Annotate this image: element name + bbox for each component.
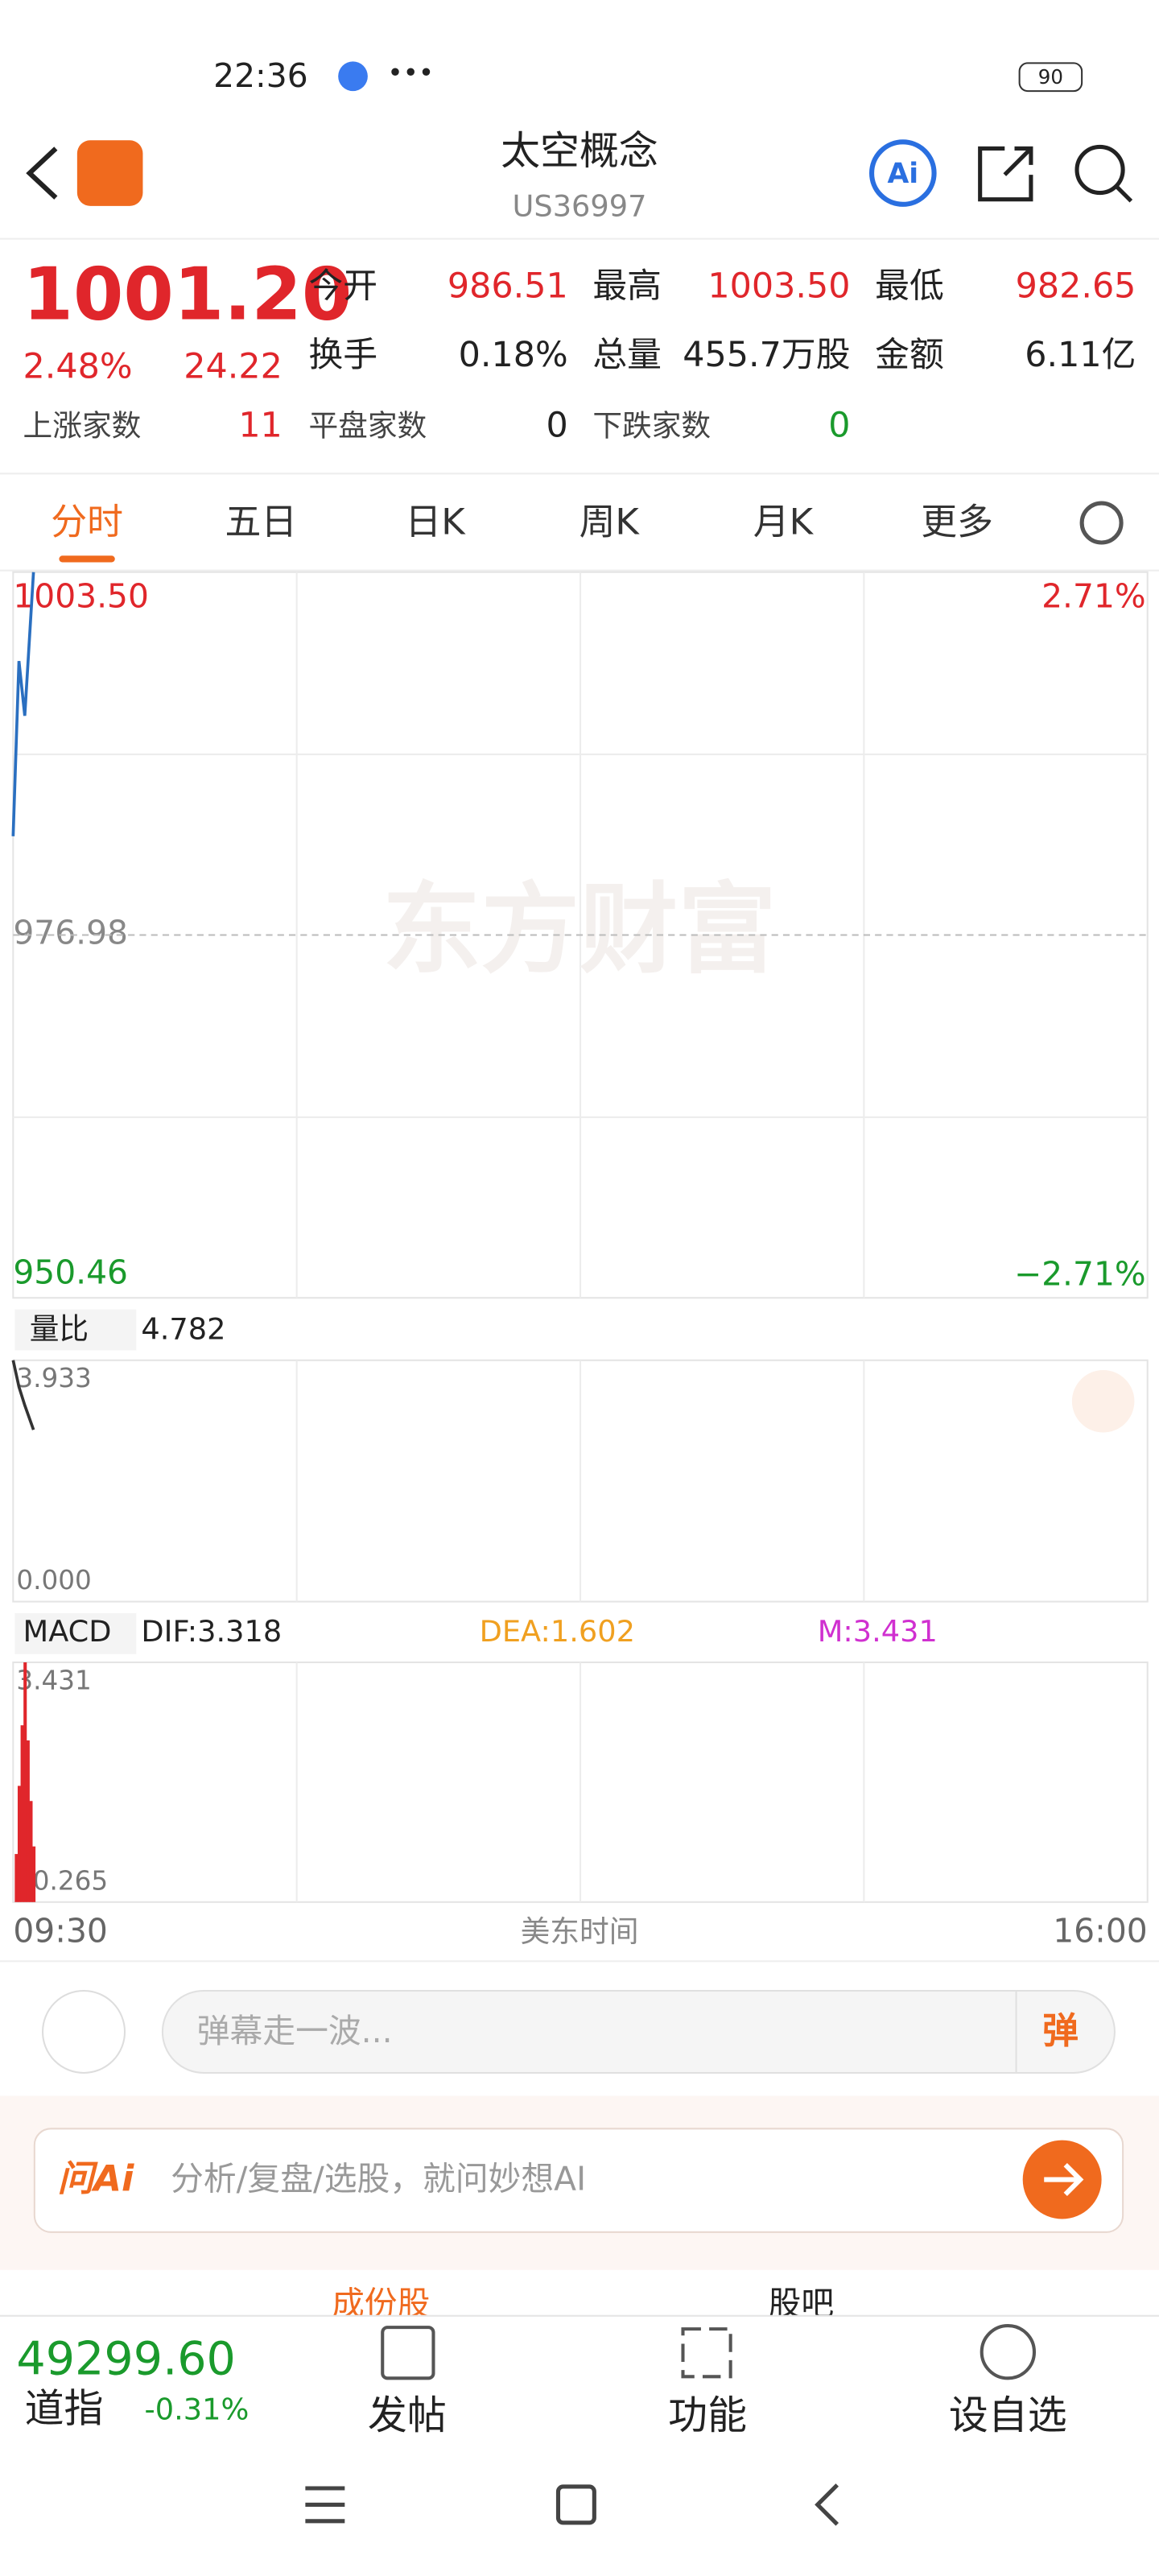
change: 24.22 [184, 346, 283, 386]
ai-input[interactable] [33, 2128, 1124, 2233]
y-tick-label: 3.431 [16, 1666, 91, 1696]
battery-level: 90 [1038, 65, 1063, 89]
arrow [1044, 2163, 1084, 2197]
app-logo [76, 140, 143, 206]
expand-button[interactable] [1071, 1369, 1135, 1433]
tab[interactable]: 更多 [921, 501, 993, 543]
stat-label: 上涨家数 [23, 409, 142, 444]
macd-dea: DEA:1.602 [480, 1614, 635, 1649]
stat-value: 0.18% [459, 335, 568, 375]
system-nav [0, 2440, 1159, 2576]
macd-bar [26, 1740, 30, 1902]
ai-button[interactable] [869, 139, 937, 207]
danmu-placeholder: 弹幕走一波... [197, 2012, 393, 2050]
nav-icon [980, 2324, 1037, 2380]
tab-indicator [59, 555, 115, 563]
header-title: 太空概念 [501, 128, 658, 174]
home-button[interactable] [555, 2484, 596, 2525]
share-button[interactable] [978, 146, 1033, 202]
footer [0, 2315, 1159, 2441]
icon [338, 61, 368, 92]
macd-bar [32, 1846, 36, 1902]
danmu-input[interactable] [161, 1989, 1116, 2074]
tab[interactable]: 周K [580, 501, 641, 543]
stat-value: 11 [238, 406, 283, 446]
y-tick-label: 976.98 [13, 913, 128, 952]
stat-label: 金额 [875, 335, 944, 375]
search-handle [1115, 184, 1133, 203]
macd-bar [23, 1662, 27, 1902]
tab[interactable]: 日K [405, 501, 466, 543]
stat-label: 总量 [592, 335, 662, 375]
menu-button[interactable] [305, 2486, 345, 2524]
y-tick-label: 0.000 [16, 1565, 91, 1596]
macd-label: MACD [23, 1614, 112, 1649]
stat-label: 最高 [592, 266, 662, 306]
index-change: -0.31% [144, 2392, 249, 2427]
macd-dif: DIF:3.318 [141, 1614, 282, 1649]
nav-icon [381, 2326, 435, 2380]
macd-bar [14, 1854, 19, 1902]
index-name: 道指 [25, 2386, 104, 2432]
ai-logo: 问Ai [57, 2157, 134, 2200]
stat-value: 455.7万股 [683, 335, 850, 375]
danmu-list-button[interactable] [42, 1989, 126, 2074]
stat-label: 今开 [308, 266, 377, 306]
volume-value: 4.782 [141, 1312, 225, 1347]
watermark: 东方财富 [382, 872, 776, 987]
price-line [11, 572, 35, 836]
stat-value: 982.65 [1016, 266, 1136, 306]
index-value: 49299.60 [16, 2333, 236, 2386]
stat-label: 最低 [875, 266, 944, 306]
macd-bar [20, 1725, 24, 1902]
stat-value: 1003.50 [707, 266, 850, 306]
status-time: 22:36 [213, 56, 308, 95]
time-label: 美东时间 [521, 1914, 639, 1949]
volume-ratio-line [11, 1360, 35, 1430]
dots: ••• [387, 58, 434, 89]
pct-high: 2.71% [1041, 576, 1146, 615]
tab[interactable]: 分时 [51, 501, 123, 543]
stat-value: 0 [546, 406, 567, 446]
y-tick-label: 0.265 [33, 1865, 108, 1896]
ai-icon: Ai [887, 158, 918, 190]
danmu-button[interactable]: 弹 [1042, 2009, 1079, 2052]
back-button[interactable] [26, 147, 58, 200]
stat-value: 6.11亿 [1025, 335, 1136, 375]
stat-value: 0 [828, 406, 850, 446]
macd-m: M:3.431 [818, 1614, 938, 1649]
settings-button[interactable] [1079, 501, 1124, 545]
stat-label: 下跌家数 [592, 409, 711, 444]
change-pct: 2.48% [23, 346, 133, 386]
stat-value: 986.51 [448, 266, 568, 306]
search-button[interactable] [1074, 144, 1125, 196]
volume-selector[interactable] [14, 1309, 137, 1351]
y-tick-label: 1003.50 [13, 576, 149, 615]
system-back[interactable] [815, 2483, 839, 2526]
header-code: US36997 [513, 188, 647, 223]
x-tick-label: 16:00 [1053, 1912, 1148, 1951]
macd-bar [29, 1801, 33, 1902]
ai-prompt: 分析/复盘/选股，就问妙想AI [171, 2160, 586, 2198]
macd-selector[interactable] [14, 1612, 137, 1654]
pct-low: −2.71% [1014, 1255, 1146, 1294]
tab[interactable]: 五日 [225, 501, 297, 543]
y-tick-label: 3.933 [16, 1363, 91, 1393]
x-tick-label: 09:30 [13, 1912, 108, 1951]
tab[interactable]: 月K [753, 501, 815, 543]
battery [1018, 62, 1083, 93]
nav-icon [681, 2327, 732, 2379]
volume-label: 量比 [30, 1312, 89, 1347]
price: 1001.20 [23, 254, 353, 337]
stat-label: 换手 [308, 335, 377, 375]
nav-item[interactable]: 发帖 [368, 2392, 447, 2438]
y-tick-label: 950.46 [13, 1253, 128, 1292]
nav-item[interactable]: 功能 [668, 2392, 747, 2438]
nav-item[interactable]: 设自选 [949, 2392, 1067, 2438]
macd-bar [17, 1785, 22, 1902]
stat-label: 平盘家数 [308, 409, 427, 444]
